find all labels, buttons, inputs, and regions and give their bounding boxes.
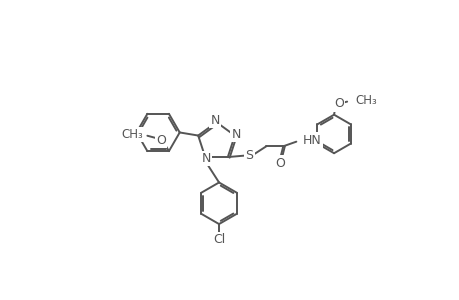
- Text: HN: HN: [302, 134, 320, 147]
- Text: O: O: [333, 98, 343, 110]
- Text: N: N: [231, 128, 241, 140]
- Text: O: O: [274, 157, 285, 170]
- Text: Cl: Cl: [213, 233, 225, 246]
- Text: S: S: [245, 149, 253, 162]
- Text: CH₃: CH₃: [121, 128, 142, 141]
- Text: O: O: [156, 134, 166, 147]
- Text: N: N: [201, 152, 210, 165]
- Text: CH₃: CH₃: [355, 94, 376, 107]
- Text: N: N: [210, 114, 219, 127]
